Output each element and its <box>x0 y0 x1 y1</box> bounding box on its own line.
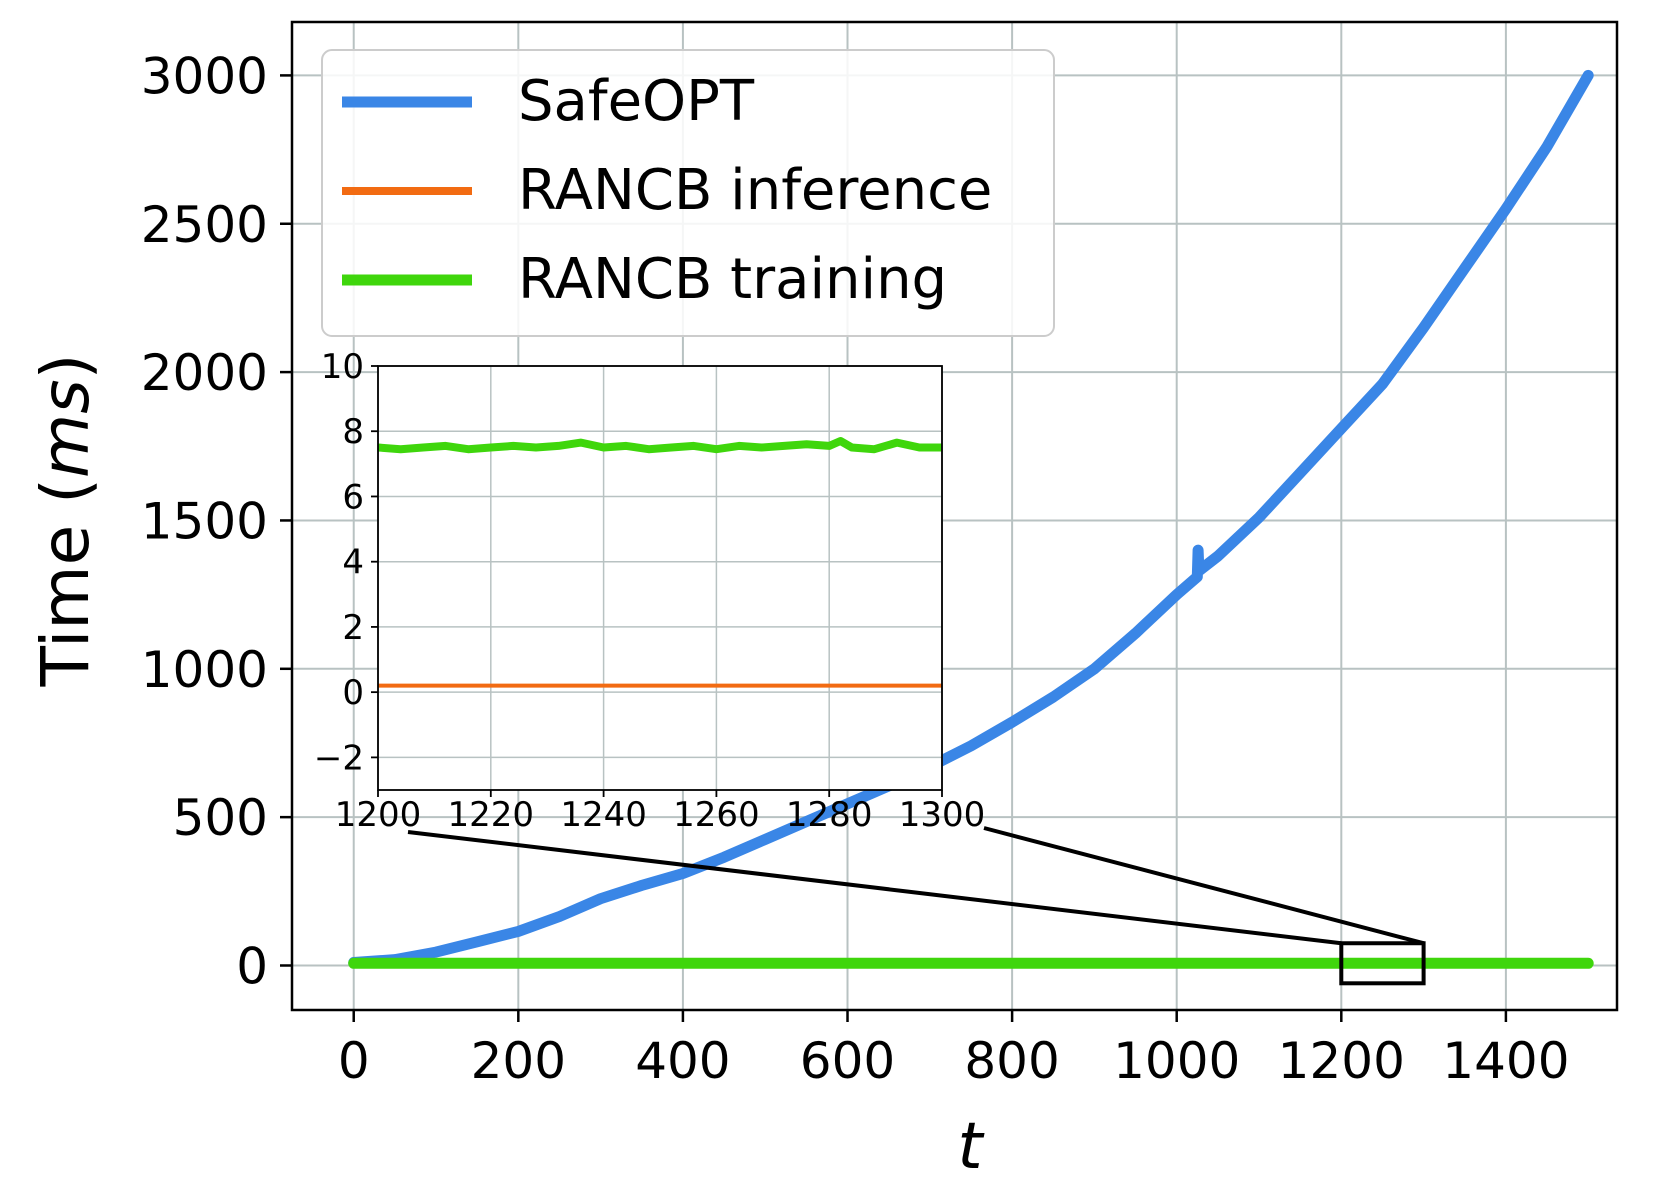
inset-y-tick-label: 8 <box>342 412 364 452</box>
y-tick-label: 0 <box>236 937 268 995</box>
zoom-box <box>1339 941 1426 986</box>
y-tick-label: 2000 <box>141 344 268 402</box>
y-tick-label: 1500 <box>141 492 268 550</box>
y-tick-label: 3000 <box>141 47 268 105</box>
inset-y-tick-label: −2 <box>314 738 364 778</box>
x-tick-label: 600 <box>800 1032 895 1090</box>
x-tick-label: 1400 <box>1442 1032 1569 1090</box>
x-tick-label: 1000 <box>1113 1032 1240 1090</box>
inset-y-tick-label: 4 <box>342 543 364 583</box>
legend-label: RANCB inference <box>518 158 992 223</box>
inset-x-tick-label: 1220 <box>448 795 535 835</box>
inset-background <box>378 366 942 790</box>
y-axis-label: Time (ms) <box>27 354 104 688</box>
inset-y-tick-label: 2 <box>342 608 364 648</box>
x-axis-label: t <box>957 1110 985 1184</box>
y-tick-label: 2500 <box>141 196 268 254</box>
inset-series-line-rancb-training <box>377 437 942 454</box>
y-tick-label: 500 <box>173 789 268 847</box>
y-axis-label-unit: ms <box>27 379 104 478</box>
y-axis-label-prefix: Time ( <box>27 478 104 687</box>
series-line-safeopt <box>348 69 1594 968</box>
main-plot-frame <box>290 20 1619 1012</box>
y-tick-label: 1000 <box>141 641 268 699</box>
y-axis-label-suffix: ) <box>27 354 104 380</box>
inset-frame <box>377 365 943 791</box>
x-tick-label: 800 <box>964 1032 1059 1090</box>
inset-x-tick-label: 1280 <box>786 795 873 835</box>
legend-label: RANCB training <box>518 247 947 312</box>
inset-y-tick-label: 6 <box>342 477 364 517</box>
x-tick-label: 0 <box>338 1032 370 1090</box>
x-tick-label: 1200 <box>1278 1032 1405 1090</box>
inset-x-tick-label: 1240 <box>560 795 647 835</box>
inset-y-tick-label: 10 <box>321 347 364 387</box>
legend-box <box>321 49 1055 337</box>
zoom-connector-right <box>983 826 1425 946</box>
zoom-connector-left <box>407 830 1342 946</box>
x-tick-label: 400 <box>635 1032 730 1090</box>
inset-x-tick-label: 1200 <box>335 795 422 835</box>
legend-label: SafeOPT <box>518 69 755 134</box>
legend: SafeOPT RANCB inference RANCB training <box>321 49 1055 337</box>
x-tick-label: 200 <box>471 1032 566 1090</box>
inset-x-tick-label: 1300 <box>899 795 986 835</box>
inset-x-tick-label: 1260 <box>673 795 760 835</box>
inset-plot: 1200 1220 1240 1260 1280 1300 −2 0 2 4 6 8 10 <box>314 347 985 835</box>
inset-y-tick-label: 0 <box>342 673 364 713</box>
